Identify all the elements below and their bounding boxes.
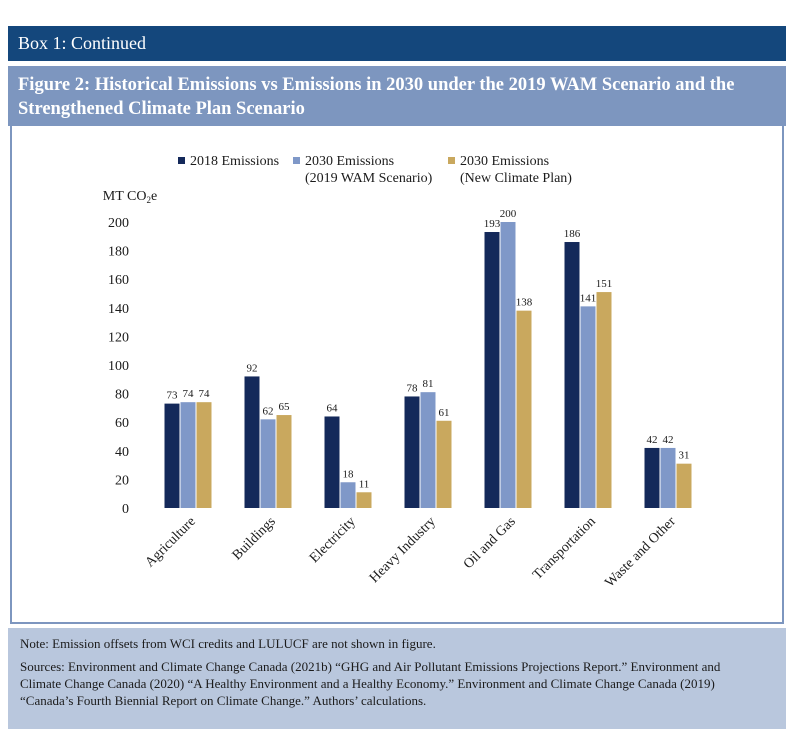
figure-sources: Sources: Environment and Climate Change … — [20, 658, 774, 709]
bar — [276, 415, 292, 508]
x-category-label: Agriculture — [143, 514, 199, 570]
bar — [404, 396, 420, 508]
y-axis-ticks: 0 20 40 60 80 100 120 140 160 180 200 — [108, 216, 129, 517]
bar — [676, 463, 692, 508]
x-category-label: Buildings — [230, 514, 279, 563]
legend-label: 2018 Emissions — [190, 154, 279, 169]
bar — [180, 402, 196, 508]
bar-value-label: 18 — [343, 468, 355, 480]
bar-value-label: 74 — [199, 388, 211, 400]
x-category-label: Electricity — [307, 514, 359, 566]
bar — [356, 492, 372, 508]
bar-value-label: 64 — [327, 402, 339, 414]
bar — [564, 242, 580, 508]
y-tick-label: 60 — [115, 416, 129, 431]
figure-note: Note: Emission offsets from WCI credits … — [20, 636, 436, 651]
bar — [644, 447, 660, 508]
legend-swatch — [293, 157, 300, 164]
bar — [196, 402, 212, 508]
x-axis-labels: Agriculture Buildings Electricity Heavy Ind… — [143, 514, 679, 591]
sources-line-3: “Canada’s Fourth Biennial Report on Clim… — [20, 693, 427, 708]
figure-title: Figure 2: Historical Emissions vs Emissi… — [8, 66, 786, 126]
y-tick-label: 80 — [115, 388, 129, 403]
chart-legend: 2018 Emissions 2030 Emissions (2019 WAM Sc… — [178, 154, 572, 186]
bar-value-label: 11 — [359, 478, 370, 490]
sources-line-1: Sources: Environment and Climate Change … — [20, 659, 721, 674]
bar — [500, 222, 516, 508]
y-axis-label-suffix: e — [151, 189, 157, 204]
bar — [260, 419, 276, 508]
chart-frame — [10, 126, 784, 624]
y-tick-label: 120 — [108, 330, 129, 345]
legend-swatch — [448, 157, 455, 164]
bar-value-label: 42 — [663, 434, 674, 446]
y-tick-label: 0 — [122, 502, 129, 517]
y-tick-label: 100 — [108, 359, 129, 374]
bar-value-label: 62 — [263, 405, 274, 417]
emissions-bar-chart: 2018 Emissions 2030 Emissions (2019 WAM Sc… — [103, 154, 692, 591]
x-category-label: Heavy Industry — [367, 514, 439, 586]
bar-value-label: 151 — [596, 278, 613, 290]
y-axis-label-subscript: 2 — [146, 195, 151, 205]
bar-value-label: 65 — [279, 401, 291, 413]
bar-value-label: 92 — [247, 362, 258, 374]
bar-value-label: 78 — [407, 382, 419, 394]
bar — [436, 420, 452, 508]
y-axis-label: MT CO2e — [103, 189, 157, 205]
legend-swatch — [178, 157, 185, 164]
y-tick-label: 200 — [108, 216, 129, 231]
bar-value-label: 74 — [183, 388, 195, 400]
box-header: Box 1: Continued — [8, 26, 786, 61]
y-axis-label-main: MT CO — [103, 189, 147, 204]
bar — [484, 232, 500, 508]
legend-label-line-2: (New Climate Plan) — [460, 171, 572, 186]
figure-title-line-1: Figure 2: Historical Emissions vs Emissi… — [18, 75, 735, 95]
bar — [580, 306, 596, 508]
bar — [340, 482, 356, 508]
y-tick-label: 20 — [115, 473, 129, 488]
bar — [420, 392, 436, 508]
y-tick-label: 160 — [108, 273, 129, 288]
bar-value-label: 42 — [647, 434, 658, 446]
bar-value-label: 138 — [516, 297, 533, 309]
sources-line-2: Climate Change Canada (2020) “A Healthy … — [20, 676, 715, 691]
notes-panel: Note: Emission offsets from WCI credits … — [8, 628, 786, 729]
legend-label: 2030 Emissions — [305, 154, 394, 169]
bar-value-label: 81 — [423, 378, 434, 390]
figure-title-line-2: Strengthened Climate Plan Scenario — [18, 99, 305, 119]
bar — [324, 416, 340, 508]
y-tick-label: 40 — [115, 445, 129, 460]
x-category-label: Waste and Other — [602, 514, 679, 591]
bar — [596, 292, 612, 508]
bar-value-label: 61 — [439, 407, 450, 419]
legend-label: 2030 Emissions — [460, 154, 549, 169]
bar-value-label: 186 — [564, 228, 581, 240]
bar — [660, 447, 676, 508]
x-category-label: Transportation — [530, 514, 599, 583]
bar-value-label: 200 — [500, 208, 517, 220]
y-tick-label: 180 — [108, 245, 129, 260]
bar — [516, 310, 532, 508]
bar-value-label: 141 — [580, 292, 597, 304]
bar-value-label: 31 — [679, 450, 690, 462]
legend-label-line-2: (2019 WAM Scenario) — [305, 171, 433, 186]
bar — [244, 376, 260, 508]
x-category-label: Oil and Gas — [461, 514, 519, 572]
bar — [164, 403, 180, 508]
y-tick-label: 140 — [108, 302, 129, 317]
bar-value-label: 193 — [484, 218, 501, 230]
bar-value-label: 73 — [167, 390, 179, 402]
